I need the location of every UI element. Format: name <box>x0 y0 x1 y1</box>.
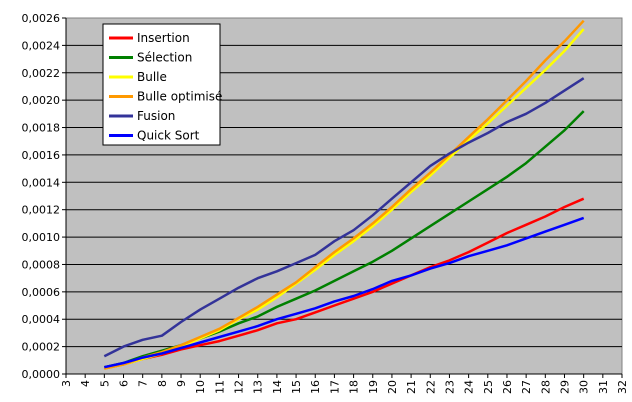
x-tick-label: 27 <box>520 380 533 394</box>
y-tick-label: 0,0012 <box>22 204 61 217</box>
y-tick-label: 0,0016 <box>22 149 61 162</box>
x-tick-label: 8 <box>156 380 169 387</box>
legend-label: Quick Sort <box>137 129 200 143</box>
legend-label: Insertion <box>137 31 190 45</box>
y-tick-label: 0,0002 <box>22 341 61 354</box>
x-tick-label: 24 <box>463 380 476 394</box>
legend-label: Sélection <box>137 51 192 65</box>
x-tick-label: 22 <box>424 380 437 394</box>
x-tick-label: 28 <box>539 380 552 394</box>
x-tick-label: 21 <box>405 380 418 394</box>
x-tick-label: 14 <box>271 380 284 394</box>
x-tick-label: 16 <box>309 380 322 394</box>
legend: Insertion Sélection Bulle Bulle optimisé Fus… <box>102 23 222 146</box>
series-line-insertion <box>104 197 585 370</box>
y-tick-label: 0,0024 <box>22 39 61 52</box>
x-axis: 3 4 5 6 7 8 9 10 11 12 13 14 15 16 17 18 19 20 21 22 23 24 25 2… <box>60 373 629 394</box>
y-tick-label: 0,0010 <box>22 231 61 244</box>
series-line-bulle <box>104 28 585 370</box>
y-axis: 0,0000 0,0002 0,0004 0,0006 0,0008 0,0010 0,00… <box>22 12 67 381</box>
x-tick-label: 11 <box>213 380 226 394</box>
y-tick-label: 0,0014 <box>22 176 61 189</box>
x-tick-label: 5 <box>98 380 111 387</box>
x-tick-label: 26 <box>501 380 514 394</box>
x-tick-label: 17 <box>328 380 341 394</box>
legend-label: Bulle <box>137 70 167 84</box>
x-tick-label: 4 <box>79 380 92 387</box>
legend-label: Bulle optimisé <box>137 90 222 104</box>
y-tick-label: 0,0020 <box>22 94 61 107</box>
x-tick-label: 20 <box>386 380 399 394</box>
series-line-bulle-optimis- <box>104 19 585 370</box>
legend-box <box>102 23 221 146</box>
x-tick-label: 29 <box>558 380 571 394</box>
x-tick-label: 15 <box>290 380 303 394</box>
x-tick-label: 6 <box>118 380 131 387</box>
x-tick-label: 10 <box>194 380 207 394</box>
x-tick-label: 9 <box>175 380 188 387</box>
x-tick-label: 19 <box>367 380 380 394</box>
x-tick-label: 23 <box>443 380 456 394</box>
y-tick-label: 0,0008 <box>22 258 61 271</box>
series-line-quick-sort <box>104 216 585 369</box>
x-tick-label: 18 <box>348 380 361 394</box>
y-tick-label: 0,0004 <box>22 313 61 326</box>
y-tick-label: 0,0022 <box>22 67 61 80</box>
x-tick-label: 12 <box>233 380 246 394</box>
x-tick-label: 31 <box>597 380 610 394</box>
x-tick-label: 7 <box>137 380 150 387</box>
y-tick-label: 0,0006 <box>22 286 61 299</box>
series-lines <box>103 19 585 370</box>
y-tick-label: 0,0026 <box>22 12 61 25</box>
x-tick-label: 25 <box>482 380 495 394</box>
x-tick-label: 3 <box>60 380 73 387</box>
x-tick-label: 32 <box>616 380 629 394</box>
y-tick-label: 0,0018 <box>22 122 61 135</box>
series-line-fusion <box>103 77 585 358</box>
x-tick-label: 30 <box>578 380 591 394</box>
x-tick-label: 13 <box>252 380 265 394</box>
legend-label: Fusion <box>137 109 175 123</box>
y-tick-label: 0,0000 <box>22 368 61 381</box>
